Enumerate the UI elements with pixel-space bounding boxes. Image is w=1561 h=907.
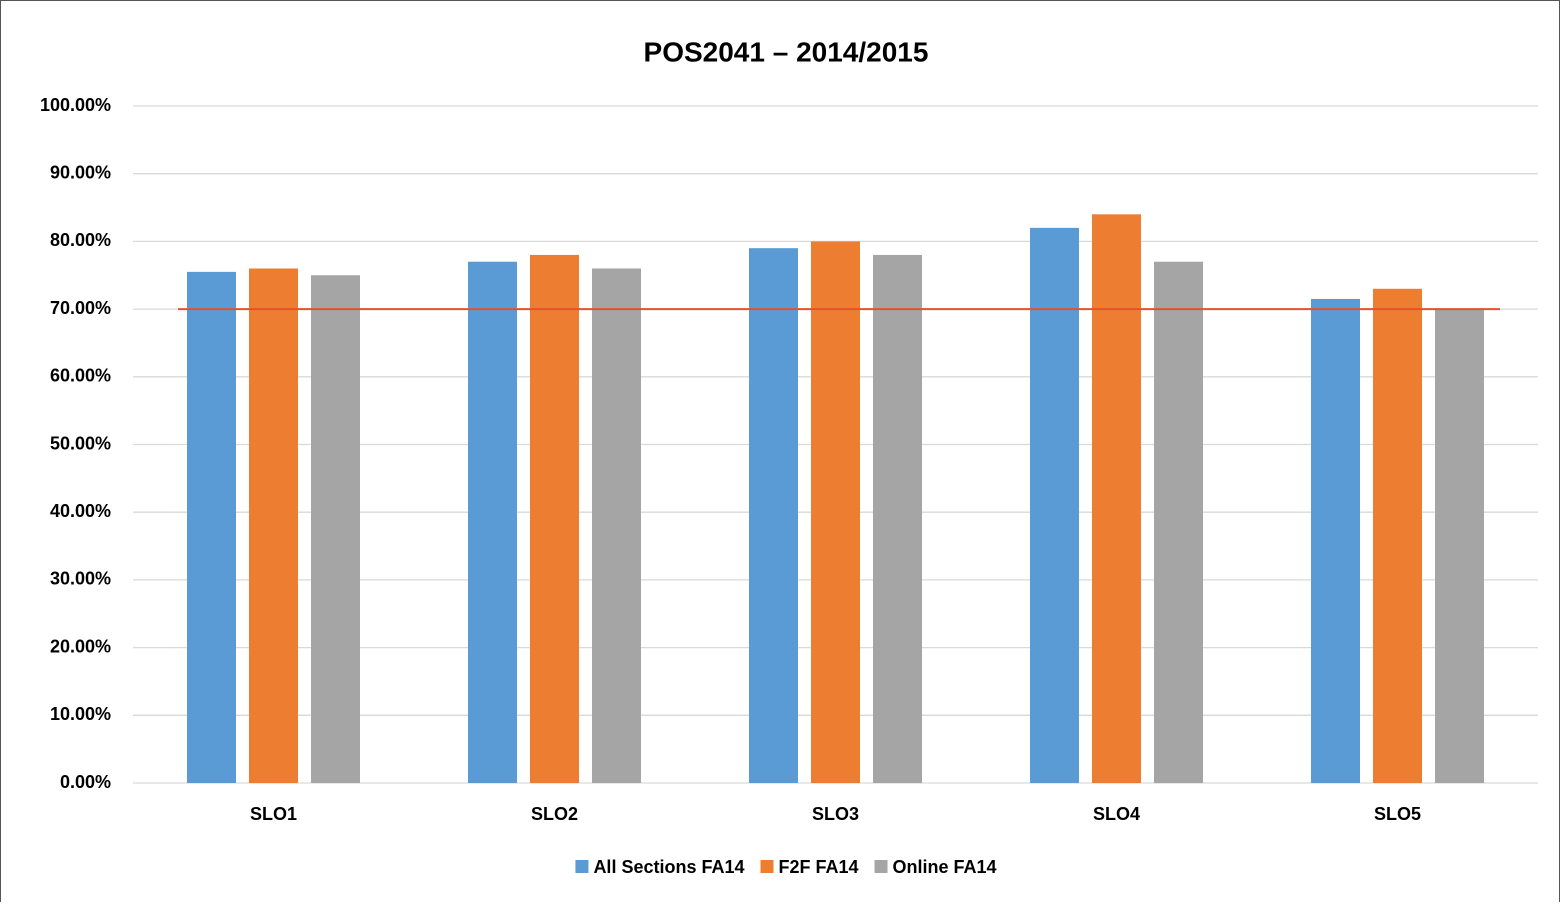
x-tick-label: SLO3: [812, 804, 859, 824]
y-tick-label: 50.00%: [50, 433, 111, 453]
bar: [468, 261, 517, 784]
legend-swatch: [874, 860, 888, 873]
bar: [1311, 298, 1360, 783]
x-tick-label: SLO4: [1093, 804, 1140, 824]
bar: [1373, 288, 1422, 783]
legend-swatch: [575, 860, 589, 873]
chart-title: POS2041 – 2014/2015: [644, 36, 929, 67]
legend-label: Online FA14: [893, 857, 997, 877]
bar: [530, 254, 579, 783]
y-tick-label: 90.00%: [50, 162, 111, 182]
bar: [873, 254, 922, 783]
bar: [811, 241, 860, 783]
y-tick-label: 20.00%: [50, 636, 111, 656]
y-tick-label: 80.00%: [50, 230, 111, 250]
bar: [249, 268, 298, 784]
bar: [1435, 309, 1484, 783]
bar: [1154, 261, 1203, 784]
legend-label: All Sections FA14: [593, 857, 744, 877]
x-tick-label: SLO2: [531, 804, 578, 824]
bar: [592, 268, 641, 784]
y-tick-label: 10.00%: [50, 704, 111, 724]
x-tick-label: SLO1: [250, 804, 297, 824]
y-tick-label: 30.00%: [50, 569, 111, 589]
y-tick-label: 60.00%: [50, 366, 111, 386]
y-tick-label: 70.00%: [50, 298, 111, 318]
y-tick-label: 40.00%: [50, 501, 111, 521]
x-tick-label: SLO5: [1374, 804, 1421, 824]
bar: [311, 275, 360, 783]
bar: [1030, 227, 1079, 784]
bar: [187, 271, 236, 783]
bar: [749, 248, 798, 784]
y-tick-label: 0.00%: [60, 772, 111, 792]
bar: [1092, 214, 1141, 783]
legend-label: F2F FA14: [779, 857, 859, 877]
y-tick-label: 100.00%: [40, 95, 111, 115]
legend-swatch: [760, 860, 774, 873]
